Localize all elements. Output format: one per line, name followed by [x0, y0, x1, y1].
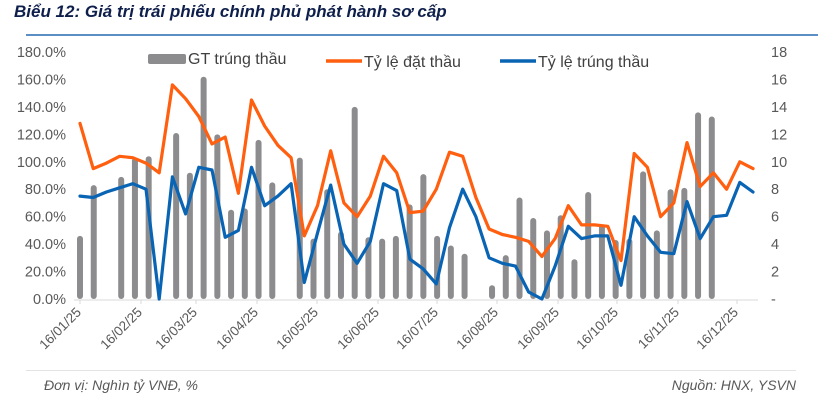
bar-gt-trung-thau	[420, 174, 427, 299]
right-axis-tick: 6	[771, 210, 779, 226]
bar-gt-trung-thau	[695, 112, 702, 299]
bar-gt-trung-thau	[351, 106, 358, 299]
bar-gt-trung-thau	[653, 230, 660, 299]
source-note: Nguồn: HNX, YSVN	[671, 377, 796, 393]
left-axis-tick: 180.0%	[17, 45, 66, 61]
bar-gt-trung-thau	[365, 237, 372, 299]
bar-gt-trung-thau	[530, 218, 537, 299]
x-axis-tick-label: 16/08/25	[453, 305, 501, 353]
right-axis-tick: 18	[771, 45, 787, 61]
bar-gt-trung-thau	[667, 189, 674, 299]
right-axis-tick: 4	[771, 237, 779, 253]
title-divider	[26, 34, 818, 36]
bar-gt-trung-thau	[173, 132, 180, 299]
x-axis-tick-label: 16/10/25	[573, 305, 621, 353]
legend-label-ty-le-dat-thau: Tỷ lệ đặt thầu	[364, 54, 461, 71]
left-axis-tick: 100.0%	[17, 155, 66, 171]
x-axis-tick-label: 16/09/25	[514, 305, 562, 353]
left-axis-tick: 20.0%	[25, 265, 66, 281]
line-ty-le-trung-thau	[78, 165, 755, 301]
footer-divider	[26, 370, 796, 371]
left-axis-tick: 40.0%	[25, 237, 66, 253]
bar-gt-trung-thau	[214, 134, 221, 299]
bar-gt-trung-thau	[447, 245, 454, 299]
bar-gt-trung-thau	[131, 157, 138, 299]
bar-gt-trung-thau	[392, 235, 399, 299]
bar-gt-trung-thau	[90, 185, 97, 299]
bar-gt-trung-thau	[516, 197, 523, 299]
left-axis-tick: 0.0%	[33, 292, 66, 308]
right-axis-tick: 10	[771, 155, 787, 171]
legend-bar-swatch	[148, 54, 186, 64]
right-axis-tick: -	[771, 292, 776, 308]
x-axis-tick-label: 16/01/25	[36, 305, 84, 353]
unit-note: Đơn vị: Nghìn tỷ VNĐ, %	[44, 377, 198, 393]
bar-gt-trung-thau	[255, 139, 262, 299]
x-axis-tick-label: 16/12/25	[693, 305, 741, 353]
right-axis-tick: 8	[771, 182, 779, 198]
x-axis-tick-label: 16/05/25	[273, 305, 321, 353]
left-axis-tick: 160.0%	[17, 72, 66, 88]
bar-gt-trung-thau	[502, 255, 509, 299]
combo-chart: 0.0% 20.0% 40.0% 60.0% 80.0% 100.0% 120.0% 140.…	[17, 45, 787, 353]
bar-gt-trung-thau	[708, 116, 715, 299]
bar-gt-trung-thau	[489, 285, 496, 299]
bar-gt-trung-thau	[269, 182, 276, 299]
legend-label-gt-trung-thau: GT trúng thầu	[188, 51, 286, 68]
right-axis-tick: 12	[771, 127, 787, 143]
bar-gt-trung-thau	[77, 235, 83, 299]
line-ty-le-dat-thau	[78, 83, 755, 263]
x-axis-tick-label: 16/02/25	[97, 305, 145, 353]
bar-gt-trung-thau	[241, 208, 248, 299]
bar-gt-trung-thau	[379, 238, 386, 299]
chart-title: Biểu 12: Giá trị trái phiếu chính phủ ph…	[14, 2, 447, 21]
right-axis-tick: 16	[771, 72, 787, 88]
bar-gt-trung-thau	[228, 209, 235, 299]
legend-label-ty-le-trung-thau: Tỷ lệ trúng thầu	[538, 54, 649, 71]
bar-gt-trung-thau	[585, 191, 592, 299]
bar-gt-trung-thau	[571, 259, 578, 299]
bar-gt-trung-thau	[337, 231, 344, 299]
right-axis-tick: 2	[771, 265, 779, 281]
x-axis-tick-label: 16/04/25	[213, 305, 261, 353]
left-axis-tick: 140.0%	[17, 100, 66, 116]
left-axis-tick: 60.0%	[25, 210, 66, 226]
bar-gt-trung-thau	[557, 215, 564, 299]
left-axis-tick: 120.0%	[17, 127, 66, 143]
bar-gt-trung-thau	[200, 76, 207, 299]
bar-gt-trung-thau	[598, 224, 605, 299]
left-axis-tick: 80.0%	[25, 182, 66, 198]
bar-gt-trung-thau	[118, 176, 125, 299]
right-axis-tick: 14	[771, 100, 787, 116]
bar-gt-trung-thau	[640, 171, 647, 299]
x-axis-tick-label: 16/03/25	[152, 305, 200, 353]
x-axis-tick-label: 16/07/25	[393, 305, 441, 353]
x-axis-tick-label: 16/11/25	[635, 305, 682, 352]
x-axis-tick-label: 16/06/25	[334, 305, 382, 353]
bar-gt-trung-thau	[324, 189, 331, 299]
bar-gt-trung-thau	[461, 253, 468, 299]
